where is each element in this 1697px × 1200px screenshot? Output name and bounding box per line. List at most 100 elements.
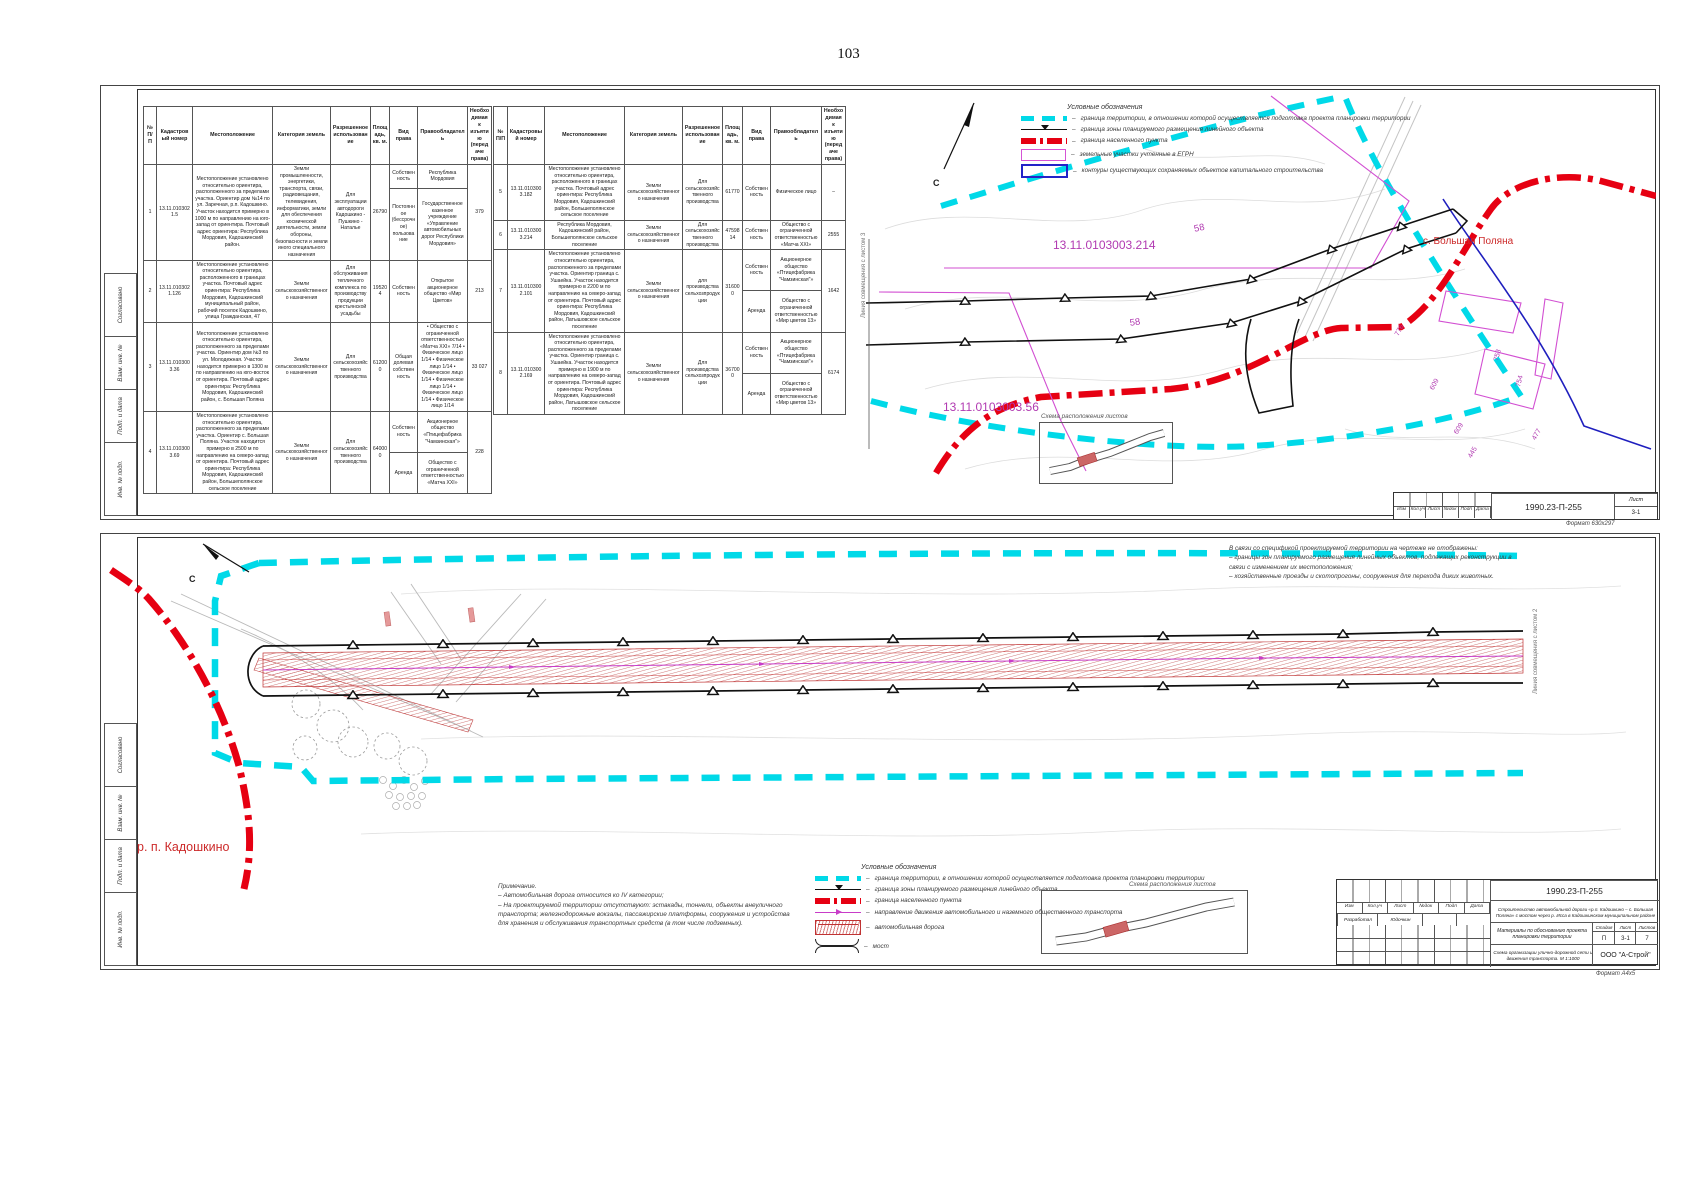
land-plots-table-2: № П/П Кадастровый номер Местоположение Кате… [493, 106, 846, 415]
table-cell: Аренда [742, 372, 771, 415]
table-cell: 13.11.0103002.101 [507, 249, 545, 333]
revision-labels: Изм Кол.уч Лист №док Подп Дата [1337, 902, 1490, 913]
stamp-divider [1337, 938, 1490, 939]
legend-dash: – [866, 874, 870, 882]
settlement-boundary-line [109, 567, 254, 890]
territory-boundary-line [870, 93, 1524, 450]
legend-item: – направление движения автомобильного и н… [815, 909, 1235, 917]
sheet-2-inner-frame [137, 537, 1656, 966]
table-cell: Местоположение установлено относительно … [192, 322, 273, 412]
sheets-total: 7 [1635, 931, 1658, 945]
column-header: Необходимая к изъятию (передаче права) [467, 106, 492, 165]
table-cell: 195204 [370, 259, 390, 324]
stage-label: Стадия [1592, 922, 1615, 932]
note-line: – Автомобильная дорога относится ко IV к… [498, 892, 664, 900]
contour-lines [360, 585, 1627, 837]
zone-boundary-icon [1021, 125, 1067, 131]
settlement-boundary-icon [1021, 138, 1067, 144]
signature-cell [1422, 913, 1457, 926]
sheet-2-legend: Условные обозначения – граница территории… [815, 864, 1235, 958]
sheet-1-legend: Условные обозначения – граница территории… [1021, 104, 1441, 182]
margin-cell-vzam: Взам. инв. № [104, 337, 137, 390]
column-header: Местоположение [544, 106, 625, 165]
note-line: – границы зон планируемого размещения ли… [1229, 554, 1512, 562]
legend-item: – контуры существующих сохраняемых объект… [1021, 164, 1441, 179]
table-cell: Местоположение установлено относительно … [192, 410, 273, 495]
table-cell: – [821, 164, 846, 221]
table-cell: Собственность [742, 249, 771, 292]
table-cell: 316000 [722, 249, 743, 333]
column-header: Категория земель [272, 106, 331, 165]
table-cell: Собственность [742, 219, 771, 251]
street-network-plan-canvas [109, 543, 1627, 890]
role-label: Разработал [1337, 913, 1378, 926]
table-cell: Местоположение установлено относительно … [544, 331, 625, 415]
margin-cell-inv: Инв. № подл. [104, 443, 137, 516]
remark-notes: Примечание. – Автомобильная дорога относи… [498, 882, 798, 928]
shrub-group [379, 776, 429, 810]
table-cell: Общество с ограниченной ответственностью… [770, 372, 822, 415]
table-cell: Государственное казенное учреждение «Упр… [417, 187, 468, 261]
column-header: Вид права [742, 106, 771, 165]
stamp-col-label: №док [1443, 506, 1459, 518]
legend-label: земельные участки учтенные в ЕГРН [1079, 150, 1194, 158]
sheet-1-title-block: Изм Кол.уч Лист №док Подп Дата 1990.23-П-255 … [1393, 492, 1658, 520]
legend-item: – граница зоны планируемого размещения ли… [1021, 125, 1441, 134]
table-cell: 26790 [370, 164, 390, 261]
margin-cell-inv: Инв. № подл. [104, 893, 137, 966]
table-cell: Республика Мордовия, Кадошкинский район,… [544, 219, 625, 251]
parcel-outline-icon [1021, 148, 1066, 161]
table-cell: Для производства сельхозпродукции [682, 331, 723, 415]
column-header: Кадастровый номер [156, 106, 193, 165]
legend-label: граница территории, в отношении которой … [1080, 114, 1411, 122]
table-cell: 13.11.0103002.169 [507, 331, 545, 415]
column-header: Местоположение [192, 106, 273, 165]
dashed-boundary-icon [1021, 115, 1067, 121]
table-cell: • Общество с ограниченной ответственност… [417, 322, 468, 412]
legend-dash: – [1073, 167, 1077, 175]
note-line: Примечание. [498, 883, 537, 890]
doc-name: Материалы по обоснованию проекта планиро… [1490, 922, 1593, 945]
table-cell: Земли сельскохозяйственного назначения [624, 164, 683, 221]
sheet-word: Лист [1614, 493, 1657, 506]
table-cell: Земли сельскохозяйственного назначения [624, 331, 683, 415]
zone-boundary-icon [815, 885, 861, 891]
table-cell: Местоположение установлено относительно … [544, 249, 625, 333]
table-cell: Земли сельскохозяйственного назначения [272, 322, 331, 412]
legend-item: – граница зоны планируемого размещения ли… [815, 885, 1235, 894]
drawing-name: Схема организации улично-дорожной сети и… [1490, 944, 1595, 967]
sheet-index-inset [1041, 890, 1248, 954]
stamp-col-label: Подп [1439, 903, 1465, 913]
column-header: Разрешенное использование [682, 106, 723, 165]
table-row: 6 13.11.0103003.214 Республика Мордовия, К… [493, 219, 846, 251]
table-cell: 4 [143, 410, 157, 495]
document-code: 1990.23-П-255 [1491, 493, 1615, 520]
legend-dash: – [1072, 126, 1076, 134]
building-contour-line [1442, 198, 1652, 450]
table-cell: 379 [467, 164, 492, 261]
stamp-col-label: Кол.уч [1363, 903, 1388, 913]
revision-grid [1394, 493, 1491, 507]
legend-item: – граница населенного пункта [1021, 137, 1441, 145]
table-cell: 1642 [821, 249, 846, 333]
page-number: 103 [837, 46, 860, 62]
sheet-2-margin-stamp: Согласовано Взам. инв. № Подп. и дата Ин… [104, 723, 137, 966]
bridge-icon [815, 938, 859, 954]
drawing-notes: В связи со спецификой проектируемой терр… [1229, 544, 1574, 581]
table-row: Аренда Общество с ограниченной ответствен… [144, 452, 492, 495]
utility-marks [383, 607, 476, 627]
stamp-col-label: Лист [1388, 903, 1414, 913]
sheet-index-diagram [1049, 429, 1166, 475]
legend-title: Условные обозначения [1067, 104, 1143, 111]
sheet-2: Согласовано Взам. инв. № Подп. и дата Ин… [100, 533, 1660, 977]
table-cell: 13.11.0103003.69 [156, 410, 193, 495]
stamp-col-label: Кол.уч [1410, 506, 1427, 518]
table-cell: Для эксплуатации автодороги Кадошкино - … [330, 164, 371, 261]
sheet-index-diagram [1055, 897, 1235, 946]
sheet-1-inner-frame [137, 89, 1656, 516]
stamp-col-label: Дата [1475, 506, 1492, 518]
table-cell: 7 [493, 249, 508, 333]
traffic-direction-line [262, 655, 1524, 671]
note-line: – На проектируемой территории отсутствую… [498, 901, 783, 909]
